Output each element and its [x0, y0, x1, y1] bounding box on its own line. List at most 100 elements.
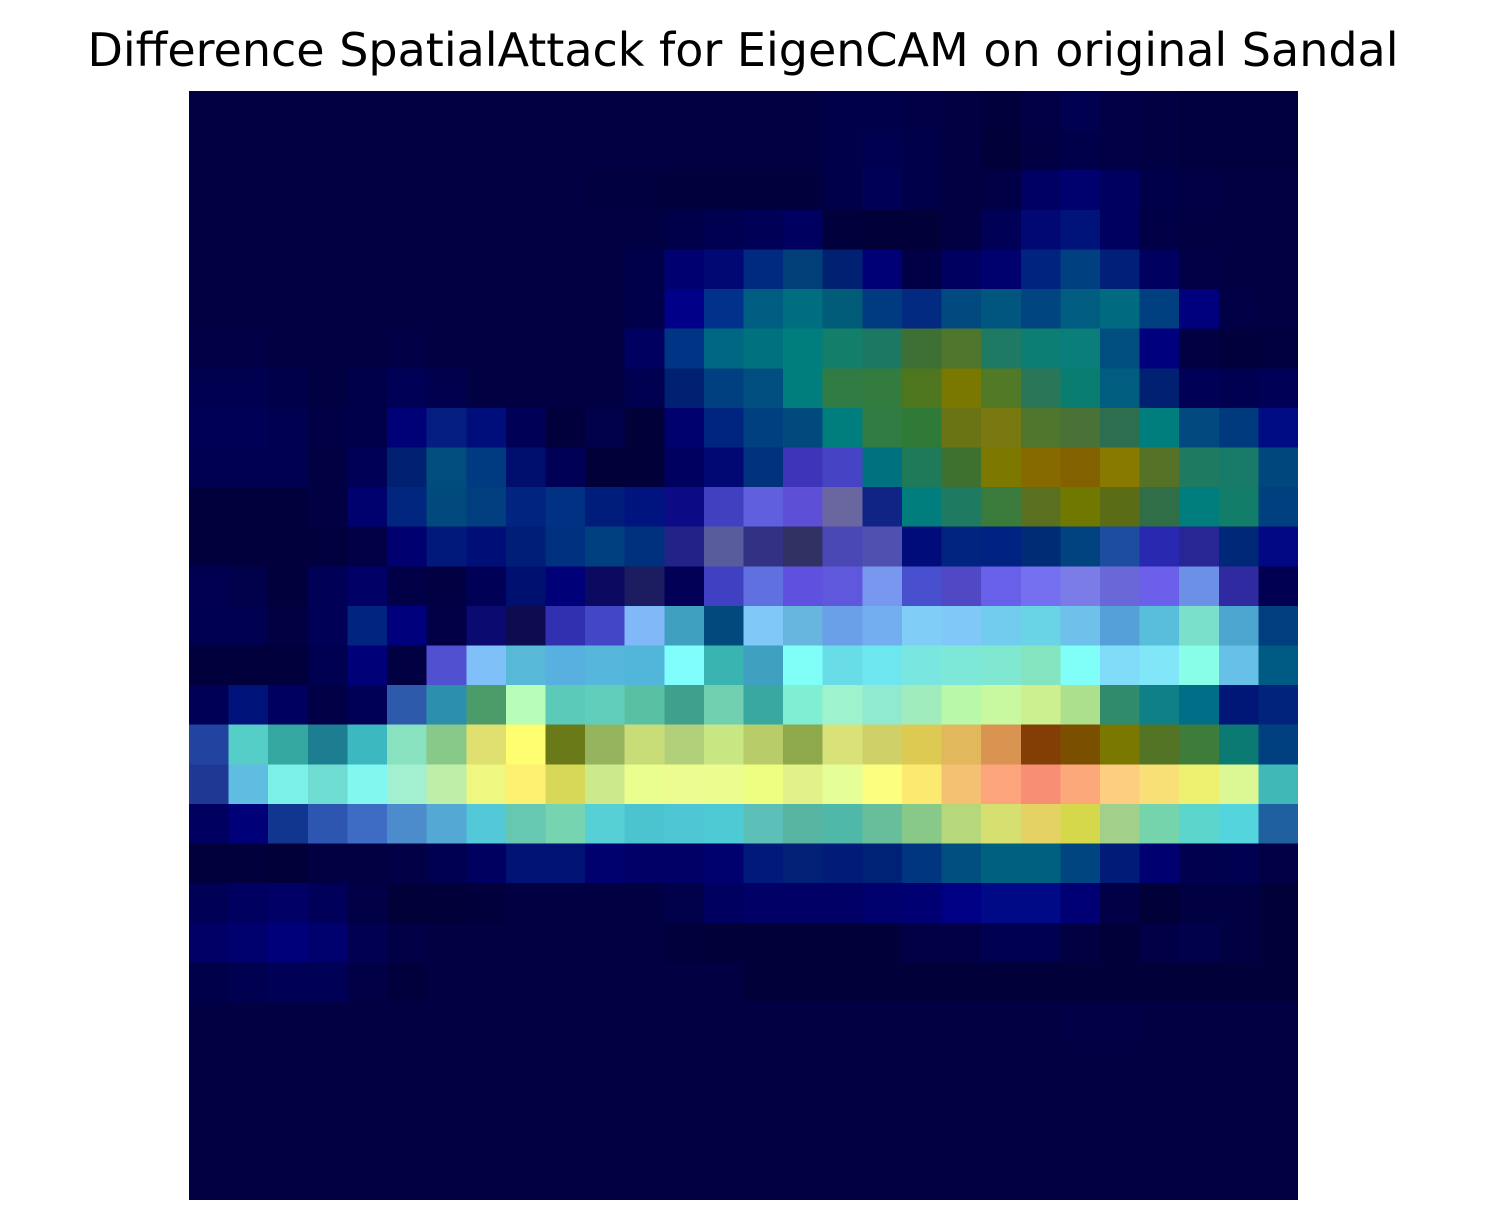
heatmap-cell-r9-c11: [624, 447, 665, 488]
heatmap-cell-r4-c27: [1258, 249, 1298, 290]
heatmap-cell-r8-c7: [466, 407, 507, 449]
heatmap-cell-r12-c12: [664, 566, 705, 607]
heatmap-cell-r25-c22: [1060, 1081, 1101, 1122]
heatmap-cell-r11-c5: [387, 526, 428, 567]
heatmap-cell-r27-c25: [1179, 1160, 1220, 1200]
heatmap-cell-r4-c25: [1179, 249, 1220, 290]
heatmap-cell-r24-c27: [1258, 1041, 1298, 1082]
heatmap-cell-r7-c11: [624, 368, 665, 409]
heatmap-cell-r9-c5: [387, 447, 428, 488]
heatmap-cell-r9-c0: [189, 447, 230, 488]
heatmap-cell-r22-c25: [1179, 962, 1220, 1003]
heatmap-cell-r10-c13: [703, 487, 745, 528]
heatmap-cell-r15-c20: [981, 685, 1022, 726]
heatmap-cell-r5-c18: [901, 289, 943, 330]
heatmap-cell-r17-c25: [1179, 764, 1220, 805]
heatmap-cell-r9-c23: [1099, 447, 1141, 488]
heatmap-cell-r9-c18: [901, 447, 943, 488]
heatmap-cell-r19-c7: [466, 843, 507, 884]
heatmap-cell-r2-c8: [505, 170, 547, 211]
heatmap-cell-r2-c11: [624, 170, 665, 211]
heatmap-cell-r6-c21: [1020, 328, 1061, 369]
heatmap-cell-r2-c0: [189, 170, 230, 211]
heatmap-cell-r5-c9: [545, 289, 586, 330]
heatmap-cell-r21-c25: [1179, 922, 1220, 963]
heatmap-cell-r12-c26: [1218, 566, 1259, 607]
heatmap-cell-r23-c12: [664, 1001, 705, 1043]
heatmap-cell-r25-c3: [307, 1081, 349, 1122]
heatmap-cell-r0-c18: [901, 91, 943, 132]
heatmap-cell-r21-c14: [743, 922, 784, 963]
heatmap-cell-r22-c3: [307, 962, 349, 1003]
heatmap-cell-r11-c21: [1020, 526, 1061, 567]
heatmap-cell-r8-c4: [347, 407, 388, 449]
heatmap-cell-r19-c3: [307, 843, 349, 884]
heatmap-cell-r20-c23: [1099, 883, 1141, 924]
heatmap-cell-r9-c6: [426, 447, 467, 488]
heatmap-cell-r11-c12: [664, 526, 705, 567]
heatmap-cell-r10-c23: [1099, 487, 1141, 528]
heatmap-cell-r3-c7: [466, 209, 507, 251]
heatmap-cell-r23-c13: [703, 1001, 745, 1043]
heatmap-cell-r11-c25: [1179, 526, 1220, 567]
heatmap-cell-r11-c3: [307, 526, 349, 567]
heatmap-cell-r17-c13: [703, 764, 745, 805]
heatmap-cell-r6-c5: [387, 328, 428, 369]
heatmap-cell-r3-c11: [624, 209, 665, 251]
heatmap-cell-r18-c11: [624, 803, 665, 845]
heatmap-cell-r0-c25: [1179, 91, 1220, 132]
heatmap-cell-r1-c15: [783, 130, 824, 171]
heatmap-cell-r4-c10: [585, 249, 626, 290]
heatmap-cell-r20-c15: [783, 883, 824, 924]
heatmap-cell-r20-c24: [1139, 883, 1180, 924]
heatmap-cell-r5-c16: [822, 289, 863, 330]
heatmap-cell-r11-c9: [545, 526, 586, 567]
heatmap-cell-r12-c13: [703, 566, 745, 607]
heatmap-cell-r21-c27: [1258, 922, 1298, 963]
heatmap-cell-r16-c21: [1020, 724, 1061, 765]
heatmap-cell-r17-c5: [387, 764, 428, 805]
heatmap-cell-r4-c1: [228, 249, 269, 290]
heatmap-cell-r10-c26: [1218, 487, 1259, 528]
heatmap-cell-r14-c6: [426, 645, 467, 686]
heatmap-cell-r26-c8: [505, 1120, 547, 1161]
heatmap-cell-r3-c25: [1179, 209, 1220, 251]
heatmap-cell-r15-c4: [347, 685, 388, 726]
heatmap-plot: [189, 91, 1298, 1200]
heatmap-cell-r4-c0: [189, 249, 230, 290]
heatmap-cell-r12-c9: [545, 566, 586, 607]
heatmap-cell-r6-c19: [941, 328, 982, 369]
heatmap-cell-r22-c13: [703, 962, 745, 1003]
heatmap-cell-r2-c9: [545, 170, 586, 211]
heatmap-cell-r12-c20: [981, 566, 1022, 607]
heatmap-cell-r20-c19: [941, 883, 982, 924]
heatmap-cell-r25-c26: [1218, 1081, 1259, 1122]
heatmap-cell-r19-c5: [387, 843, 428, 884]
heatmap-cell-r8-c9: [545, 407, 586, 449]
heatmap-cell-r17-c10: [585, 764, 626, 805]
heatmap-cell-r14-c27: [1258, 645, 1298, 686]
heatmap-cell-r12-c14: [743, 566, 784, 607]
heatmap-cell-r12-c23: [1099, 566, 1141, 607]
heatmap-cell-r10-c8: [505, 487, 547, 528]
heatmap-cell-r26-c16: [822, 1120, 863, 1161]
heatmap-cell-r20-c14: [743, 883, 784, 924]
heatmap-cell-r23-c27: [1258, 1001, 1298, 1043]
heatmap-cell-r11-c0: [189, 526, 230, 567]
heatmap-cell-r6-c27: [1258, 328, 1298, 369]
heatmap-cell-r11-c27: [1258, 526, 1298, 567]
heatmap-cell-r26-c24: [1139, 1120, 1180, 1161]
heatmap-cell-r26-c14: [743, 1120, 784, 1161]
heatmap-cell-r3-c10: [585, 209, 626, 251]
heatmap-cell-r16-c12: [664, 724, 705, 765]
heatmap-cell-r14-c25: [1179, 645, 1220, 686]
heatmap-cell-r7-c24: [1139, 368, 1180, 409]
heatmap-cell-r8-c25: [1179, 407, 1220, 449]
heatmap-cell-r5-c12: [664, 289, 705, 330]
heatmap-cell-r26-c2: [268, 1120, 309, 1161]
heatmap-cell-r14-c24: [1139, 645, 1180, 686]
heatmap-cell-r2-c15: [783, 170, 824, 211]
heatmap-cell-r9-c1: [228, 447, 269, 488]
heatmap-cell-r16-c5: [387, 724, 428, 765]
heatmap-cell-r21-c10: [585, 922, 626, 963]
